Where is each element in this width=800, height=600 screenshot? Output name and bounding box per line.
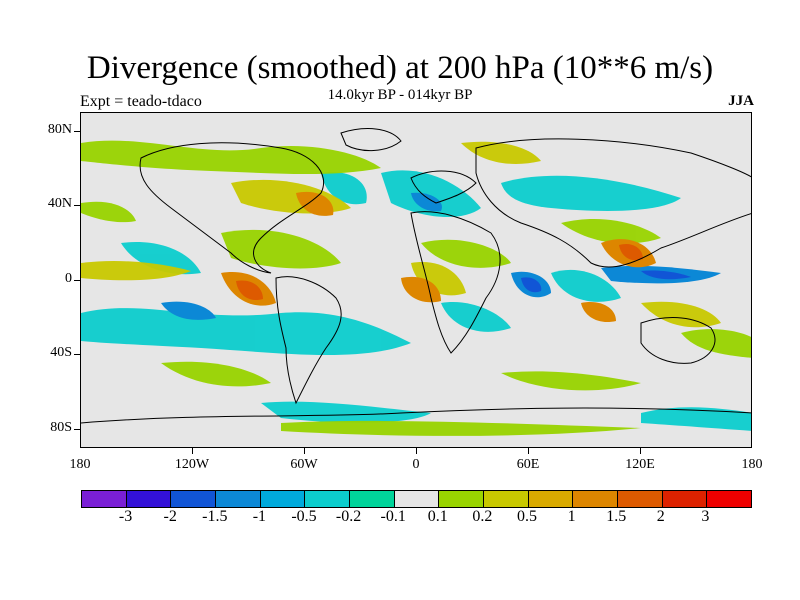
x-label-120w: 120W [174, 457, 210, 472]
colorbar-swatch [126, 491, 172, 507]
colorbar-swatch [305, 491, 351, 507]
plot-title: Divergence (smoothed) at 200 hPa (10**6 … [86, 50, 714, 86]
colorbar-swatch [662, 491, 708, 507]
y-tick [74, 429, 80, 430]
colorbar-label: 1.5 [606, 508, 627, 525]
y-tick [74, 131, 80, 132]
colorbar-label: 0.1 [427, 508, 448, 525]
colorbar-swatch [707, 491, 752, 507]
y-label-80s: 80S [50, 420, 72, 435]
y-tick [74, 205, 80, 206]
colorbar-swatch [484, 491, 529, 507]
colorbar-swatch [82, 491, 127, 507]
colorbar-swatch [350, 491, 395, 507]
colorbar-swatch [618, 491, 663, 507]
colorbar-label: 3 [701, 508, 710, 525]
colorbar-label: 0.2 [472, 508, 493, 525]
season-label: JJA [728, 93, 754, 109]
x-tick [304, 448, 305, 454]
x-tick [416, 448, 417, 454]
colorbar-label: 1 [567, 508, 576, 525]
colorbar-label: 2 [656, 508, 665, 525]
x-label-0: 0 [412, 457, 420, 472]
colorbar-label: -0.1 [380, 508, 406, 525]
divergence-field [81, 128, 751, 436]
colorbar-label: -3 [118, 508, 133, 525]
x-label-60w: 60W [290, 457, 318, 472]
y-label-40s: 40S [50, 345, 72, 360]
colorbar-swatch [171, 491, 217, 507]
y-label-80n: 80N [47, 122, 72, 137]
colorbar-swatch [260, 491, 306, 507]
colorbar-label: -0.5 [291, 508, 317, 525]
y-label-40n: 40N [47, 196, 72, 211]
x-label-180w: 180 [69, 457, 91, 472]
x-tick [640, 448, 641, 454]
colorbar-label: -0.2 [335, 508, 362, 525]
colorbar-swatch [439, 491, 485, 507]
colorbar-label: -2 [163, 508, 177, 525]
colorbar-label: -1.5 [202, 508, 228, 525]
colorbar-label: 0.5 [517, 508, 537, 525]
time-period-subtitle: 14.0kyr BP - 014kyr BP [327, 87, 473, 103]
divergence-map [80, 112, 752, 448]
colorbar [81, 490, 752, 508]
colorbar-label: -1 [252, 508, 267, 525]
colorbar-swatch [394, 491, 440, 507]
y-label-0: 0 [65, 271, 72, 286]
x-label-60e: 60E [516, 457, 540, 472]
experiment-label: Expt = teado-tdaco [80, 93, 202, 110]
y-tick [74, 280, 80, 281]
x-label-180e: 180 [741, 457, 763, 472]
colorbar-swatch [216, 491, 261, 507]
y-tick [74, 354, 80, 355]
colorbar-swatch [528, 491, 574, 507]
x-tick [528, 448, 529, 454]
x-tick [192, 448, 193, 454]
colorbar-swatch [573, 491, 619, 507]
x-label-120e: 120E [625, 457, 655, 472]
